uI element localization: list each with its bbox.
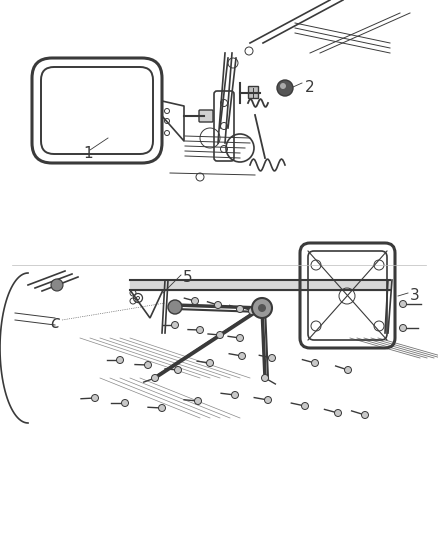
Text: 2: 2 <box>305 79 314 94</box>
Circle shape <box>194 398 201 405</box>
Circle shape <box>399 325 406 332</box>
Circle shape <box>239 352 246 359</box>
Circle shape <box>301 402 308 409</box>
Circle shape <box>335 409 342 416</box>
Circle shape <box>172 321 179 328</box>
Circle shape <box>237 335 244 342</box>
Circle shape <box>261 375 268 382</box>
Circle shape <box>197 327 204 334</box>
Circle shape <box>206 359 213 367</box>
Circle shape <box>92 394 99 401</box>
Circle shape <box>152 375 159 382</box>
Circle shape <box>174 367 181 374</box>
Circle shape <box>159 405 166 411</box>
Circle shape <box>117 357 124 364</box>
Text: c: c <box>50 314 59 332</box>
Circle shape <box>265 397 272 403</box>
Circle shape <box>280 83 286 89</box>
Circle shape <box>168 300 182 314</box>
Circle shape <box>215 302 222 309</box>
Circle shape <box>399 301 406 308</box>
Circle shape <box>216 332 223 338</box>
Text: 3: 3 <box>410 288 420 303</box>
Circle shape <box>232 392 239 399</box>
Circle shape <box>345 367 352 374</box>
Circle shape <box>252 298 272 318</box>
Circle shape <box>51 279 63 291</box>
Circle shape <box>311 359 318 367</box>
Circle shape <box>277 80 293 96</box>
Circle shape <box>258 304 266 312</box>
Circle shape <box>237 305 244 312</box>
Circle shape <box>361 411 368 418</box>
Circle shape <box>248 308 255 314</box>
Circle shape <box>268 354 276 361</box>
FancyBboxPatch shape <box>199 110 213 122</box>
FancyBboxPatch shape <box>248 86 258 98</box>
Circle shape <box>145 361 152 368</box>
Text: 1: 1 <box>83 146 92 160</box>
Text: 5: 5 <box>183 271 193 286</box>
Circle shape <box>121 400 128 407</box>
Circle shape <box>191 297 198 304</box>
